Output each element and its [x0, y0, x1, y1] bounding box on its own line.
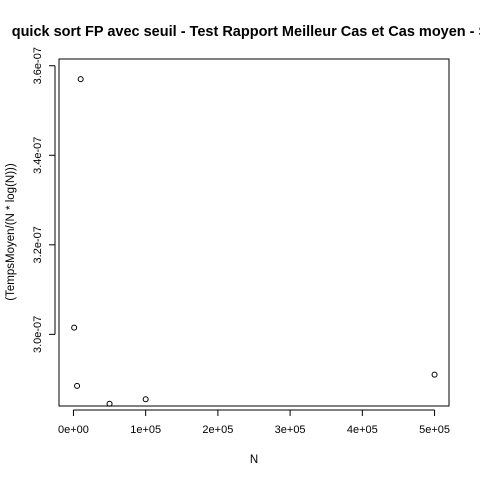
data-point: [75, 383, 80, 388]
scatter-points: [72, 77, 437, 407]
chart-title: quick sort FP avec seuil - Test Rapport …: [12, 24, 480, 40]
x-tick-label: 4e+05: [347, 424, 378, 436]
data-point: [72, 325, 77, 330]
x-tick-label: 2e+05: [202, 424, 233, 436]
plot-area-frame: [59, 59, 449, 406]
data-point: [143, 397, 148, 402]
x-tick-label: 0e+00: [58, 424, 89, 436]
y-tick-label: 3.0e-07: [32, 316, 44, 353]
data-point: [78, 77, 83, 82]
data-point: [432, 372, 437, 377]
y-tick-label: 3.2e-07: [32, 226, 44, 263]
y-axis-label: (TempsMoyen/(N * log(N))): [5, 163, 17, 301]
x-tick-label: 3e+05: [275, 424, 306, 436]
x-tick-label: 1e+05: [130, 424, 161, 436]
x-axis-label: N: [250, 454, 258, 466]
y-tick-label: 3.4e-07: [32, 137, 44, 174]
x-axis: 0e+00 1e+05 2e+05 3e+05 4e+05 5e+05: [58, 410, 450, 436]
x-tick-label: 5e+05: [419, 424, 450, 436]
y-axis: 3.0e-07 3.2e-07 3.4e-07 3.6e-07: [32, 47, 55, 353]
y-tick-label: 3.6e-07: [32, 47, 44, 84]
